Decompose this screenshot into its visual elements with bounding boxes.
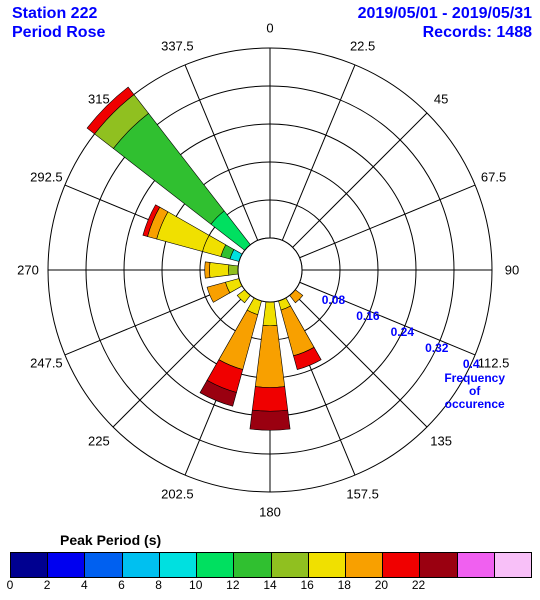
ring-label: 0.24	[391, 325, 414, 339]
angle-label: 225	[88, 434, 110, 449]
rose-svg	[0, 0, 540, 530]
angle-label: 157.5	[346, 486, 379, 501]
angle-label: 270	[17, 263, 39, 278]
angle-label: 337.5	[161, 39, 194, 54]
scale-tick: 16	[300, 578, 313, 592]
scale-segment	[160, 553, 197, 577]
angle-label: 112.5	[478, 355, 510, 370]
angle-label: 45	[434, 91, 448, 106]
scale-tick: 0	[7, 578, 14, 592]
scale-segment	[123, 553, 160, 577]
ring-label: 0.16	[356, 309, 379, 323]
scale-segment	[85, 553, 122, 577]
scale-segment	[11, 553, 48, 577]
scale-segment	[309, 553, 346, 577]
rose-chart: 0 22.5 45 67.5 90 112.5 135 157.5 180 202.5 225 247…	[0, 0, 540, 530]
scale-tick: 2	[44, 578, 51, 592]
scale-segment	[272, 553, 309, 577]
scale-segment	[346, 553, 383, 577]
angle-label: 0	[266, 21, 273, 36]
scale-ticks: 0 2 4 6 8 10 12 14 16 18 20 22	[10, 578, 530, 598]
scale-segment	[383, 553, 420, 577]
ring-label: 0.32	[425, 341, 448, 355]
angle-label: 292.5	[30, 170, 63, 185]
ring-label: 0.08	[322, 293, 345, 307]
angle-label: 247.5	[30, 355, 63, 370]
scale-bar	[10, 552, 532, 578]
scale-segment	[495, 553, 531, 577]
scale-segment	[458, 553, 495, 577]
scale-title: Peak Period (s)	[60, 532, 161, 548]
scale-tick: 12	[226, 578, 239, 592]
ring-label: 0.4	[463, 357, 480, 371]
angle-label: 202.5	[161, 486, 194, 501]
scale-tick: 4	[81, 578, 88, 592]
angle-label: 315	[88, 91, 110, 106]
angle-label: 22.5	[350, 39, 375, 54]
frequency-label: Frequencyofoccurence	[444, 372, 505, 412]
scale-tick: 22	[412, 578, 425, 592]
scale-tick: 10	[189, 578, 202, 592]
scale-tick: 8	[155, 578, 162, 592]
scale-tick: 18	[338, 578, 351, 592]
scale-segment	[197, 553, 234, 577]
scale-segment	[234, 553, 271, 577]
angle-label: 67.5	[481, 170, 506, 185]
scale-tick: 6	[118, 578, 125, 592]
scale-tick: 20	[375, 578, 388, 592]
scale-segment	[48, 553, 85, 577]
angle-label: 180	[259, 505, 281, 520]
scale-segment	[420, 553, 457, 577]
angle-label: 135	[430, 434, 452, 449]
angle-label: 90	[505, 263, 519, 278]
scale-tick: 14	[263, 578, 276, 592]
